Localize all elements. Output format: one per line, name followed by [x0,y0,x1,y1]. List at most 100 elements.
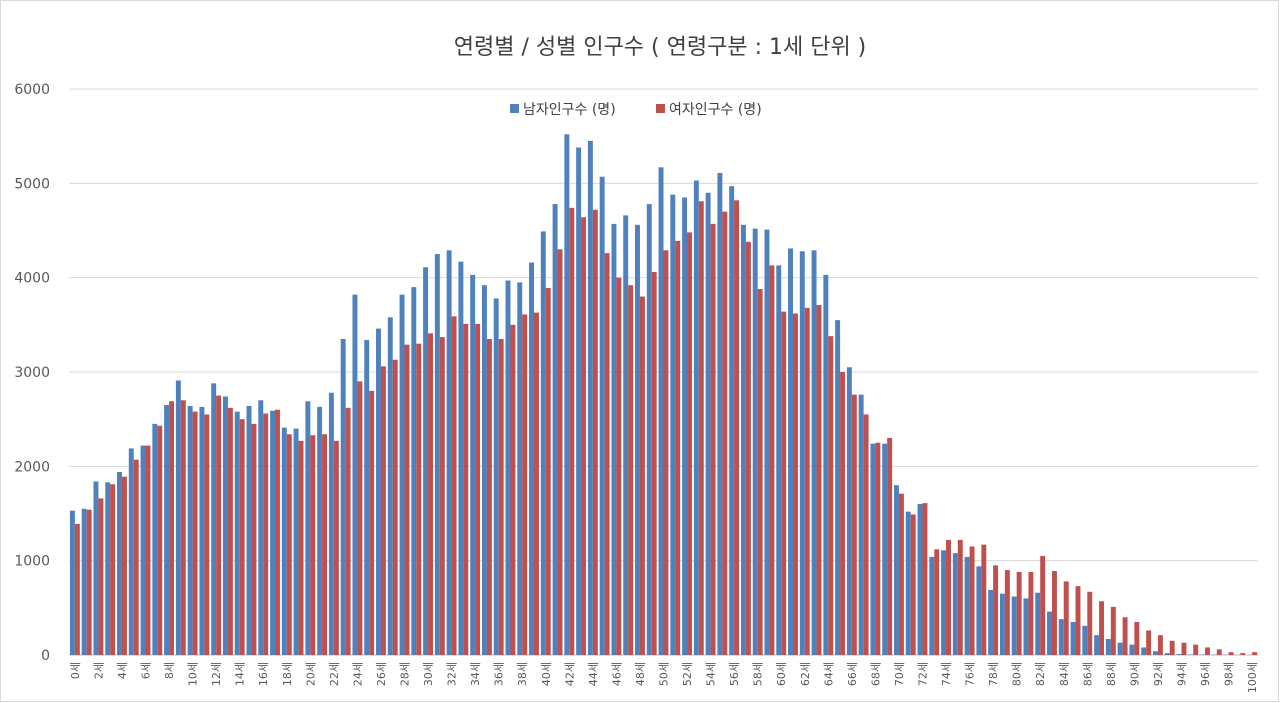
bar-male [222,396,228,655]
bar-female [510,324,516,655]
bar-female [1134,621,1140,655]
bar-female [369,390,375,655]
bar-male [246,405,252,655]
bar-male [729,186,735,655]
bar-female [1004,570,1010,655]
bar-male [152,423,158,655]
bar-female [1110,606,1116,655]
bar-female [1205,647,1210,655]
bar-male [211,383,217,655]
bar-female [757,288,763,655]
x-tick-label: 48세 [634,662,647,686]
x-tick-label: 80세 [1011,662,1024,686]
x-tick-label: 46세 [610,662,623,686]
bar-female [840,372,846,655]
bar-male [1105,638,1111,655]
x-tick-label: 8세 [163,662,176,679]
bar-female [1040,555,1046,655]
bar-female [1240,653,1246,655]
bar-male [788,248,793,656]
bar-male [69,510,75,655]
bar-male [811,250,817,655]
bar-female [239,419,245,655]
bar-female [581,217,587,656]
x-tick-label: 4세 [116,662,129,679]
bar-female [663,250,669,655]
bar-female [216,395,222,655]
bar-male [340,338,346,655]
bar-male [552,204,558,655]
bar-female [1146,630,1152,655]
bar-female [275,409,280,655]
x-tick-label: 56세 [728,662,741,686]
x-tick-label: 36세 [493,662,506,686]
bar-female [1216,649,1222,655]
x-tick-label: 78세 [987,662,1000,686]
bar-male [164,405,170,655]
bar-female [569,207,575,656]
x-tick-label: 72세 [917,662,930,686]
bar-female [934,549,940,655]
bar-female [969,546,975,655]
bar-male [976,566,982,655]
x-tick-label: 54세 [705,662,718,686]
bar-female [286,434,292,655]
bar-male [905,511,911,655]
bar-male [470,274,476,655]
bar-male [234,411,240,655]
x-tick-label: 0세 [69,662,82,679]
x-tick-label: 66세 [846,662,859,686]
bar-male [1094,635,1100,655]
bar-male [941,550,947,655]
x-tick-label: 6세 [140,662,153,679]
bars [69,134,1258,656]
x-tick-label: 96세 [1199,662,1212,686]
bar-male [964,556,970,655]
x-axis: 0세 2세 4세 6세 8세 10세 12세 14세 16세 18세 20세 22세 24세 26세 28세… [69,662,1259,693]
bar-male [823,274,829,655]
bar-male [446,250,452,655]
x-tick-label: 42세 [563,662,576,686]
x-tick-label: 62세 [799,662,812,686]
bar-male [293,428,299,655]
bar-female [251,423,257,655]
bar-female [380,366,386,655]
bar-female [639,296,645,655]
bar-female [1122,617,1128,655]
bar-male [458,261,464,655]
bar-male [529,262,534,655]
bar-female [687,232,692,655]
bar-female [428,333,433,655]
y-tick-label: 1000 [14,554,50,570]
legend-label-female: 여자인구수 (명) [669,102,762,118]
x-tick-label: 50세 [658,662,671,686]
bar-female [722,211,728,655]
bar-female [227,407,233,655]
bar-male [281,427,287,655]
bar-female [769,265,775,655]
bar-female [828,336,834,655]
x-tick-label: 24세 [351,662,364,686]
chart-title: 연령별 / 성별 인구수 ( 연령구분 : 1세 단위 ) [454,35,867,60]
x-tick-label: 88세 [1105,662,1118,686]
bar-male [117,471,122,655]
bar-male [305,401,311,655]
y-tick-label: 6000 [14,82,50,98]
bar-male [611,223,617,655]
bar-female [133,459,139,655]
bar-male [423,267,429,655]
bar-male [540,231,546,655]
bar-male [317,406,323,655]
x-tick-label: 100세 [1246,662,1259,693]
bar-female [180,400,186,655]
y-axis: 0 1000 2000 3000 4000 5000 6000 [14,82,50,664]
bar-female [651,272,657,655]
x-tick-label: 34세 [469,662,482,686]
bar-male [352,294,358,655]
bar-male [1129,644,1135,655]
bar-male [988,589,994,655]
bar-male [1058,619,1064,655]
x-tick-label: 94세 [1176,662,1189,686]
bar-female [169,401,174,655]
